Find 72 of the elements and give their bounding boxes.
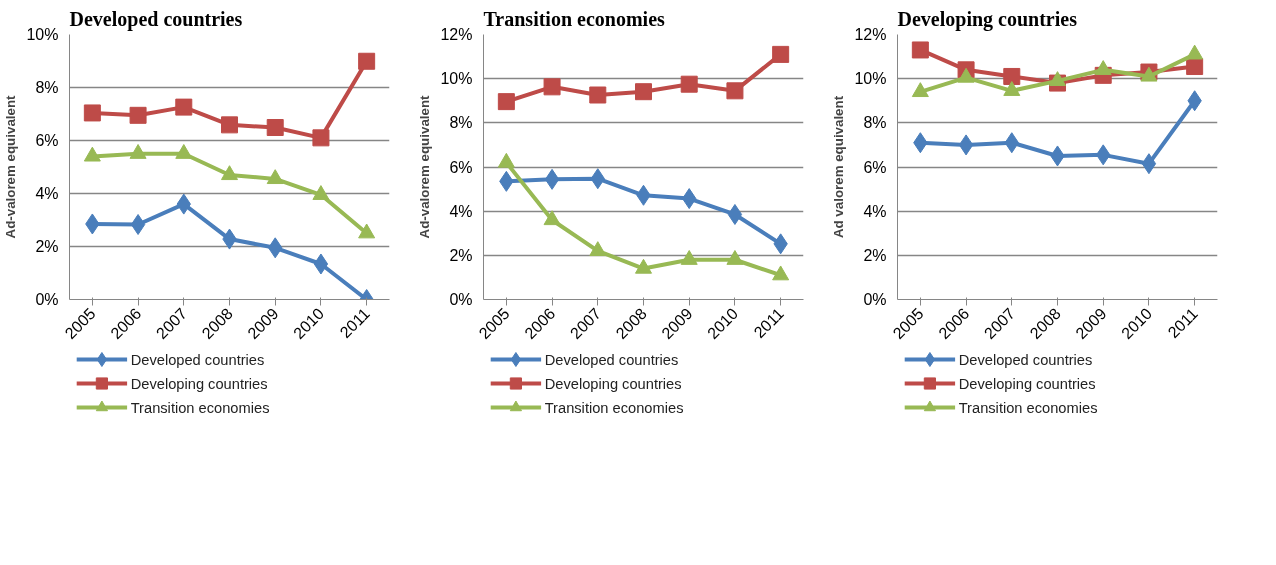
chart-title: Transition economies xyxy=(483,7,666,30)
legend-label: Developed countries xyxy=(544,351,679,368)
point xyxy=(589,241,607,257)
y-tick-label: 0% xyxy=(863,291,887,308)
legend-label: Transition economies xyxy=(130,399,270,416)
point xyxy=(221,116,238,134)
point xyxy=(680,250,698,265)
point xyxy=(1141,153,1157,175)
point xyxy=(1186,44,1204,60)
y-tick-label: 4% xyxy=(863,202,887,220)
y-tick-label: 10% xyxy=(854,70,887,88)
y-tick-label: 4% xyxy=(35,185,59,202)
point xyxy=(726,250,744,265)
point xyxy=(221,165,238,181)
y-tick-label: 12% xyxy=(854,26,887,43)
point xyxy=(589,86,607,104)
y-tick-label: 8% xyxy=(35,79,59,96)
point xyxy=(911,82,929,98)
point xyxy=(543,78,561,96)
y-tick-label: 10% xyxy=(26,26,59,43)
y-axis-title: Ad valorem equivalent xyxy=(831,95,847,239)
point xyxy=(358,52,376,70)
point xyxy=(680,75,698,93)
legend-label: Developed countries xyxy=(130,351,265,368)
point xyxy=(175,98,193,116)
point xyxy=(635,258,652,274)
legend-label: Developing countries xyxy=(130,375,268,392)
y-tick-label: 4% xyxy=(449,202,473,220)
point xyxy=(1003,67,1021,85)
point xyxy=(497,93,515,111)
chart-title: Developed countries xyxy=(69,7,243,31)
legend-label: Transition economies xyxy=(958,399,1098,416)
y-tick-label: 2% xyxy=(35,238,59,255)
chart-title: Developing countries xyxy=(897,7,1078,31)
y-tick-label: 2% xyxy=(863,246,887,264)
y-tick-label: 2% xyxy=(449,246,473,264)
y-tick-label: 8% xyxy=(449,114,473,132)
point xyxy=(772,45,790,63)
point xyxy=(83,104,101,122)
legend-label: Transition economies xyxy=(544,399,684,416)
point xyxy=(1094,60,1112,75)
point xyxy=(911,41,929,59)
point xyxy=(772,265,790,281)
y-tick-label: 6% xyxy=(449,158,473,176)
point xyxy=(266,169,284,185)
y-tick-label: 0% xyxy=(35,291,59,308)
y-tick-label: 6% xyxy=(863,158,887,176)
y-tick-label: 12% xyxy=(440,26,473,43)
point xyxy=(543,210,561,226)
y-axis-title: Ad-valorem equivalent xyxy=(3,94,19,239)
point xyxy=(1003,81,1021,96)
point xyxy=(1049,71,1066,86)
point xyxy=(130,214,146,236)
point xyxy=(635,83,652,101)
point xyxy=(544,168,560,190)
point xyxy=(958,134,974,156)
y-tick-label: 8% xyxy=(863,114,887,132)
y-axis-title: Ad-valorem equivalent xyxy=(417,94,433,239)
legend-label: Developing countries xyxy=(544,375,682,392)
legend-label: Developing countries xyxy=(958,375,1096,392)
point xyxy=(727,203,743,225)
point xyxy=(497,152,515,168)
point xyxy=(313,253,329,275)
legend-label: Developed countries xyxy=(958,351,1093,368)
y-tick-label: 0% xyxy=(449,291,473,308)
point xyxy=(726,82,744,100)
point xyxy=(266,119,284,137)
point xyxy=(129,106,147,124)
point xyxy=(312,129,330,147)
y-tick-label: 6% xyxy=(35,132,59,149)
y-tick-label: 10% xyxy=(440,70,473,88)
point xyxy=(957,67,975,83)
